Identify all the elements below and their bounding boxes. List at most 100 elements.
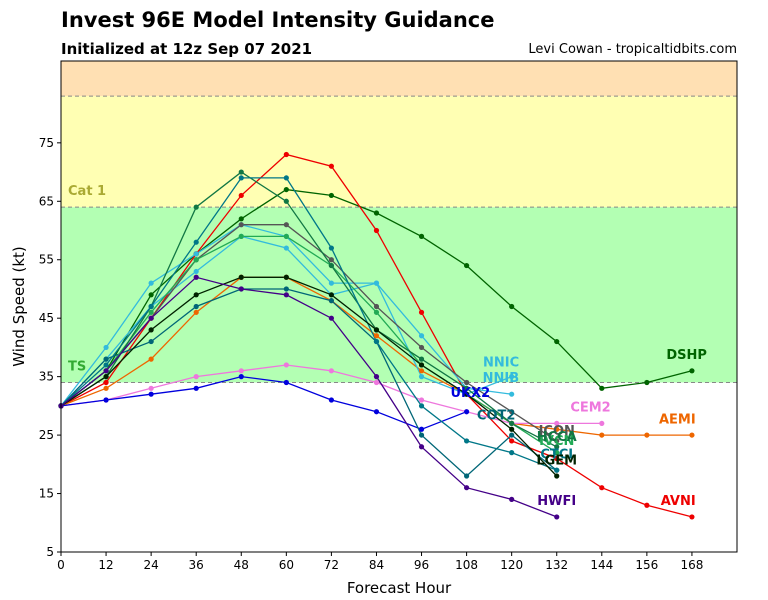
band-2	[61, 61, 737, 97]
series-label-lgem: LGEM	[536, 453, 577, 468]
y-tick-label: 65	[39, 194, 54, 208]
series-point-dshp	[464, 262, 470, 269]
series-point-ctci	[509, 450, 515, 456]
series-line-ukx2	[60, 375, 467, 430]
x-tick-label: 12	[98, 558, 113, 572]
series-point-ukx2	[193, 385, 199, 391]
series-point-ukx2	[103, 397, 109, 403]
series-label-ivcn: IVCN	[539, 434, 574, 449]
series-point-ctci	[373, 338, 380, 345]
series-point-nnic	[193, 251, 199, 257]
series-point-dshp	[373, 210, 380, 216]
series-point-aemi	[554, 426, 560, 432]
series-point-dshp	[509, 303, 515, 310]
series-point-hwfi	[328, 315, 334, 321]
x-tick-label: 108	[455, 558, 478, 572]
series-point-ukx2	[418, 426, 425, 432]
series-point-dshp	[644, 379, 650, 386]
y-axis-label: Wind Speed (kt)	[10, 246, 28, 367]
y-tick-label: 15	[39, 487, 54, 501]
series-point-avni	[599, 485, 605, 491]
series-point-hcca	[283, 198, 289, 204]
series-point-avni	[328, 163, 334, 169]
y-tick-label: 55	[39, 253, 54, 267]
series-point-hwfi	[238, 286, 244, 292]
x-tick-label: 120	[500, 558, 523, 572]
series-point-avni	[373, 227, 380, 234]
series-line-cot2	[60, 288, 558, 477]
series-point-cem2	[148, 385, 154, 391]
series-point-hwfi	[283, 292, 289, 298]
series-point-avni	[509, 438, 515, 444]
series-point-cot2	[283, 286, 289, 292]
series-point-icon	[283, 222, 289, 228]
series-point-cem2	[554, 420, 560, 427]
series-point-dshp	[554, 338, 560, 345]
series-point-lgem	[418, 362, 425, 368]
band-0	[61, 207, 737, 383]
series-point-ctci	[148, 303, 154, 310]
series-label-cot2: COT2	[477, 408, 516, 423]
series-point-ukx2	[328, 397, 334, 403]
series-point-avni	[689, 514, 695, 520]
y-tick-label: 5	[46, 545, 54, 559]
series-point-aemi	[644, 432, 650, 438]
series-point-hwfi	[148, 315, 154, 321]
y-tick-label: 25	[39, 428, 54, 442]
x-tick-label: 48	[234, 558, 249, 572]
series-point-hwfi	[509, 496, 515, 502]
series-label-icon: ICON	[539, 424, 575, 439]
intensity-bands: TS Cat 1	[61, 61, 737, 383]
series-point-hwfi	[554, 514, 560, 520]
series-point-hcca	[509, 420, 515, 427]
series-point-avni	[644, 502, 650, 508]
series-point-icon	[554, 438, 560, 444]
series-point-aemi	[103, 385, 109, 391]
series-point-aemi	[689, 432, 695, 438]
series-point-cem2	[328, 368, 334, 374]
series-point-nnic	[103, 344, 109, 351]
series-point-icon	[418, 344, 425, 351]
series-point-nnib	[509, 374, 515, 380]
x-tick-label: 0	[57, 558, 65, 572]
series-point-aemi	[193, 309, 199, 315]
series-point-ukx2	[148, 391, 154, 397]
series-point-ivcn	[283, 233, 289, 239]
series-point-avni	[283, 151, 289, 158]
series-point-ivcn	[373, 309, 380, 315]
series-label-nnic: NNIC	[483, 356, 519, 371]
series-point-cem2	[238, 368, 244, 374]
x-tick-label: 168	[680, 558, 703, 572]
series-point-nnib	[193, 268, 199, 275]
series-point-aemi	[373, 333, 380, 339]
band-label-1: Cat 1	[68, 184, 106, 199]
series-point-ctci	[238, 175, 244, 181]
series-point-dshp	[328, 192, 334, 199]
series-point-icon	[238, 222, 244, 228]
series-point-icon	[373, 303, 380, 310]
series-line-ivcn	[60, 235, 558, 454]
series-point-aemi	[599, 432, 605, 438]
series-point-nnic	[509, 391, 515, 397]
series-point-ivcn	[554, 450, 560, 456]
series-point-dshp	[599, 385, 605, 391]
x-tick-label: 156	[635, 558, 658, 572]
series-point-ctci	[103, 362, 109, 368]
series-point-lgem	[509, 426, 515, 432]
band-1	[61, 96, 737, 208]
series-point-hcca	[238, 169, 244, 175]
series-point-ukx2	[283, 379, 289, 386]
series-point-ukx2	[373, 409, 380, 415]
series-point-nnib	[283, 245, 289, 251]
chart-credit: Levi Cowan - tropicaltidbits.com	[528, 42, 737, 57]
series-point-cot2	[464, 473, 470, 479]
series-point-hwfi	[464, 485, 470, 491]
x-tick-label: 24	[143, 558, 158, 572]
series-point-aemi	[148, 356, 154, 362]
series-point-hwfi	[103, 368, 109, 374]
series-label-nnib: NNIB	[483, 371, 520, 386]
series-point-hcca	[418, 356, 425, 362]
series-point-lgem	[328, 292, 334, 298]
series-point-ctci	[464, 438, 470, 444]
